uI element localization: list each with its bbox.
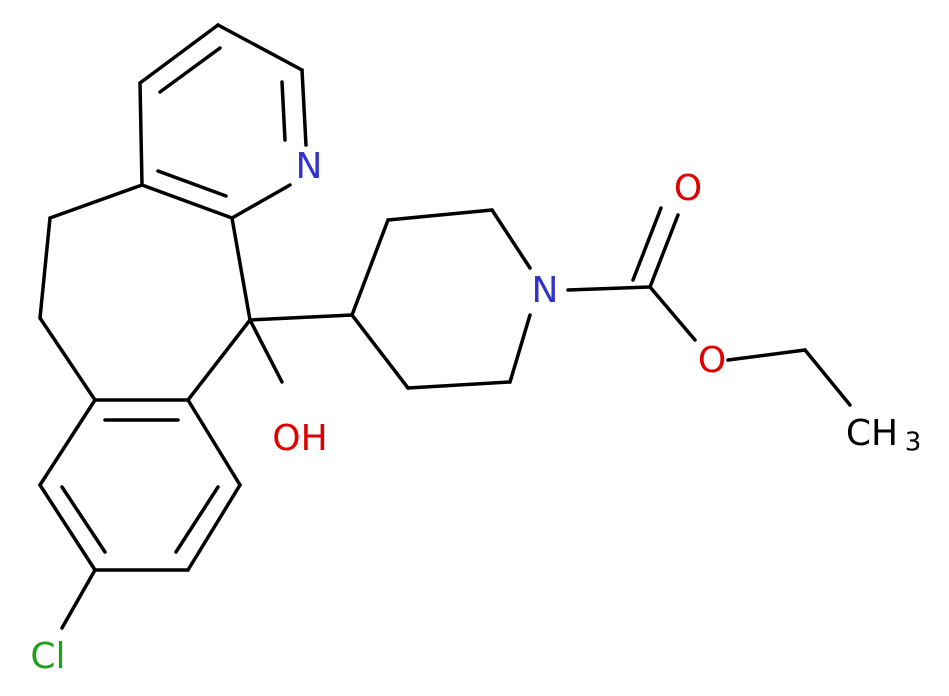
atom-label: N (296, 146, 323, 187)
atom-label: Cl (30, 636, 65, 677)
atom-labels: N N O O CH 3 OH Cl (30, 146, 921, 677)
atom-subscript: 3 (905, 428, 922, 458)
bonds (38, 23, 852, 630)
atom-label: CH (846, 413, 898, 454)
atom-label: N (532, 270, 559, 311)
atom-label: O (698, 340, 726, 381)
atom-label: O (674, 168, 702, 209)
atom-label: OH (272, 418, 327, 459)
